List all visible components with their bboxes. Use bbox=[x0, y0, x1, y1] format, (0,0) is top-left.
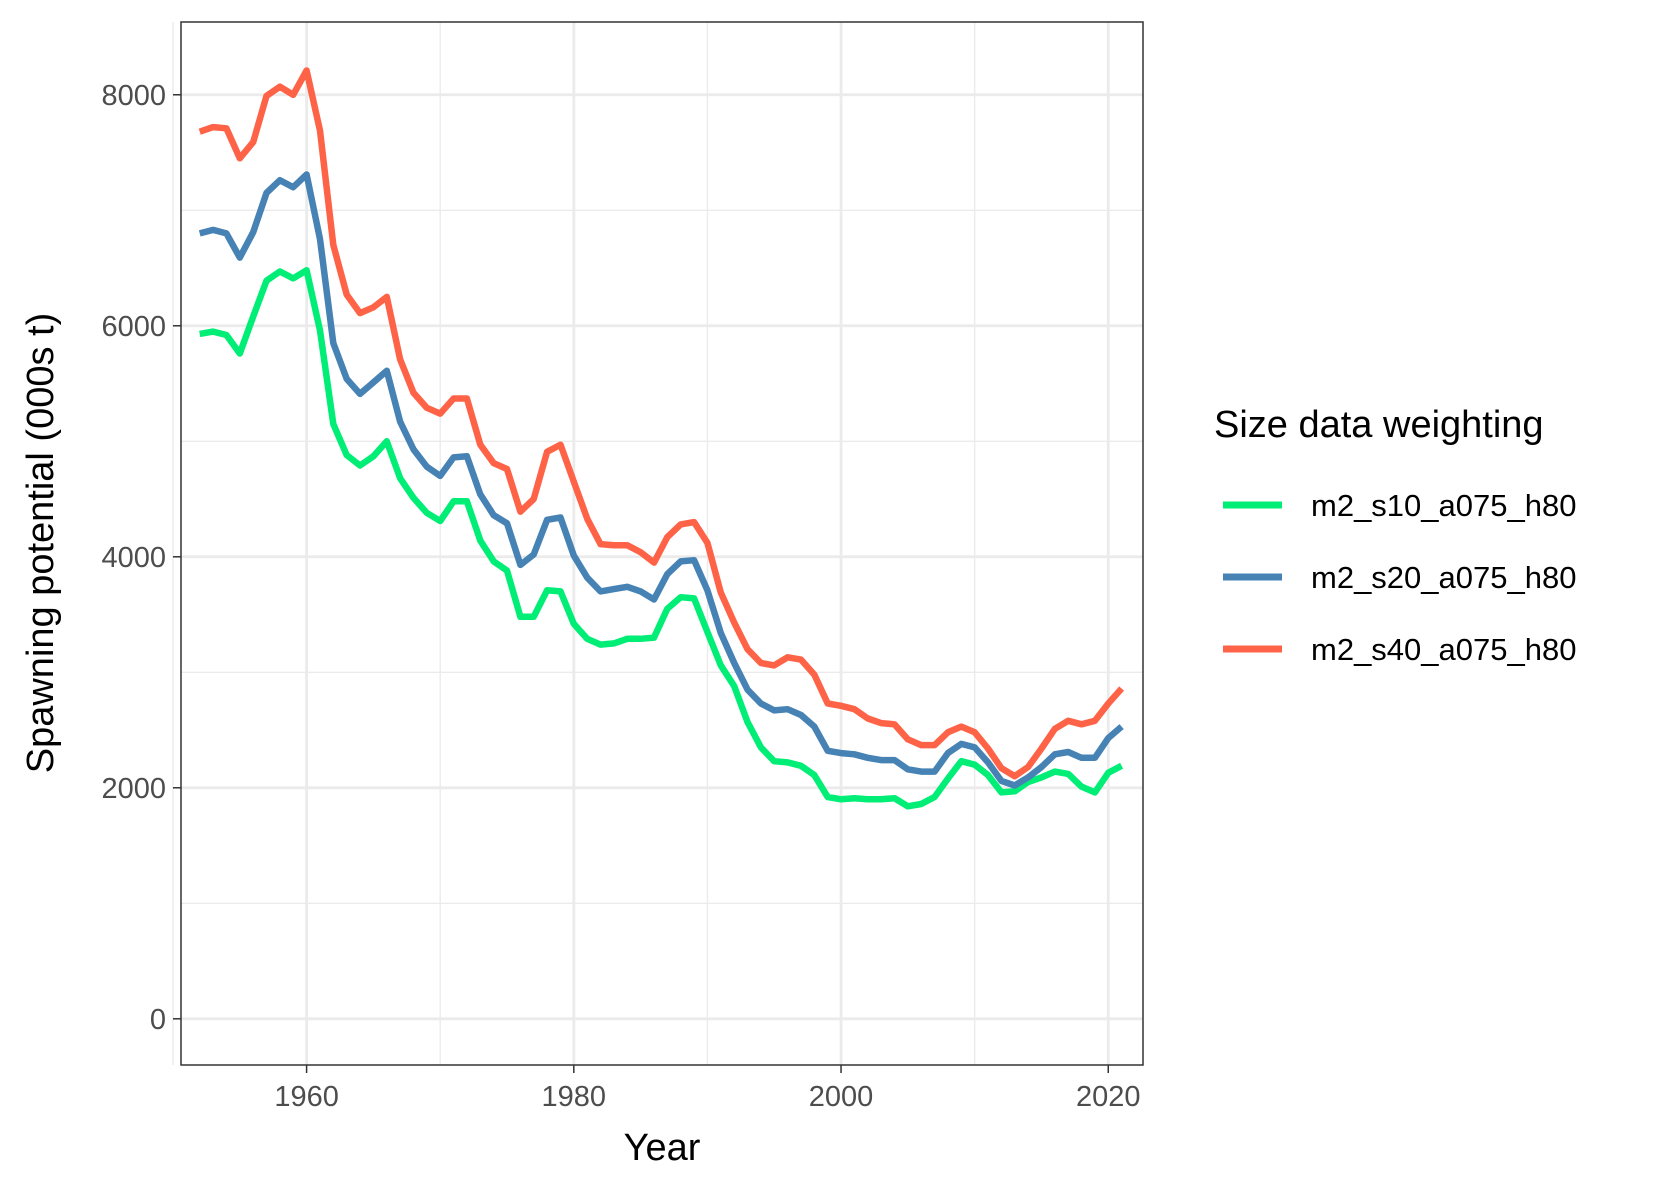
x-tick-label: 2000 bbox=[809, 1081, 874, 1113]
legend-item: m2_s40_a075_h80 bbox=[1223, 632, 1576, 667]
plot-panel-border bbox=[180, 21, 1144, 1066]
legend-item: m2_s20_a075_h80 bbox=[1223, 560, 1576, 595]
plot-panel bbox=[172, 21, 1144, 1066]
legend-label: m2_s20_a075_h80 bbox=[1311, 560, 1576, 595]
y-tick-label: 8000 bbox=[101, 80, 166, 112]
legend-items: m2_s10_a075_h80 m2_s20_a075_h80 m2_s40_a07… bbox=[1223, 488, 1576, 667]
legend-label: m2_s10_a075_h80 bbox=[1311, 488, 1576, 523]
x-tick-label: 1960 bbox=[274, 1081, 339, 1113]
legend-label: m2_s40_a075_h80 bbox=[1311, 632, 1576, 667]
x-tick-label: 1980 bbox=[542, 1081, 607, 1113]
y-tick-label: 4000 bbox=[101, 542, 166, 574]
series-line-m2_s20_a075_h80 bbox=[198, 171, 1124, 789]
y-tick-label: 6000 bbox=[101, 311, 166, 343]
y-tick-label: 2000 bbox=[101, 773, 166, 805]
legend: Size data weighting m2_s10_a075_h80 m2_s2… bbox=[1214, 404, 1576, 667]
y-axis-title: Spawning potential (000s t) bbox=[20, 313, 62, 774]
series-line-m2_s40_a075_h80 bbox=[198, 67, 1125, 780]
x-tick-label: 2020 bbox=[1076, 1081, 1141, 1113]
x-axis-title: Year bbox=[624, 1127, 701, 1169]
x-axis: 1960 1980 2000 2020 bbox=[274, 1065, 1141, 1113]
series-lines bbox=[198, 67, 1125, 810]
legend-title: Size data weighting bbox=[1214, 404, 1544, 446]
y-tick-label: 0 bbox=[150, 1004, 166, 1036]
y-axis: 0 2000 4000 6000 8000 bbox=[101, 80, 181, 1036]
series-line-m2_s10_a075_h80 bbox=[199, 267, 1124, 810]
legend-item: m2_s10_a075_h80 bbox=[1223, 488, 1576, 523]
major-gridlines bbox=[181, 22, 1143, 1065]
